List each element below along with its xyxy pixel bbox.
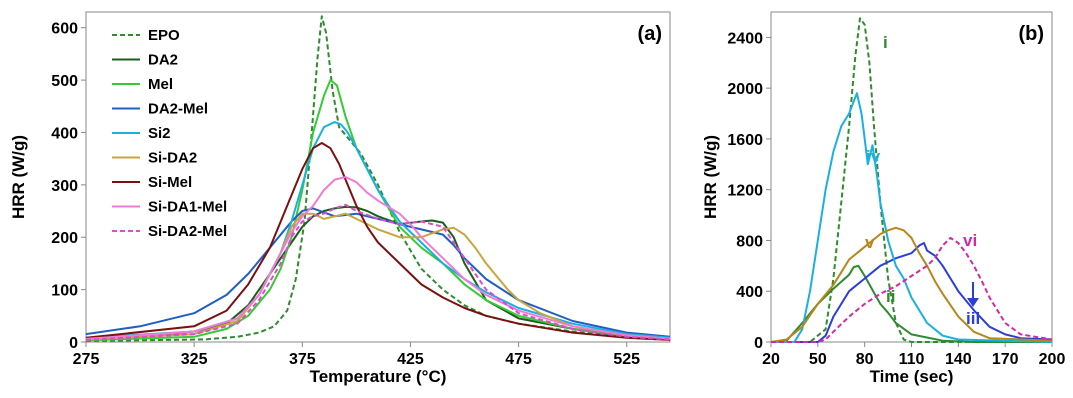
x-axis-label: Temperature (°C) [310,367,447,386]
annotation-arrow-head [967,298,979,307]
annotation-v: v [865,233,875,252]
panel-label: (b) [1018,23,1044,45]
series-line-si-mel [85,142,671,341]
series-line-iv [771,92,1053,343]
panel-a-temperature-chart: 0 100 200 300 400 500 600 275 325 375 425 475 525 Tem… [9,11,671,386]
x-tick-label: 525 [613,351,640,368]
y-tick-label: 1200 [727,183,763,200]
y-tick-label: 2400 [727,30,763,47]
y-tick-label: 600 [51,21,78,38]
x-tick-label: 275 [73,351,100,368]
x-tick-label: 140 [945,351,972,368]
series-line-vi [771,236,1053,343]
y-tick-label: 0 [754,335,763,352]
y-tick-label: 100 [51,283,78,300]
y-tick-label: 400 [51,125,78,142]
x-axis-label: Time (sec) [870,367,954,386]
x-tick-label: 200 [1039,351,1066,368]
y-tick-label: 0 [69,335,78,352]
plot-frame [85,11,671,343]
legend-label: Si2 [148,125,171,142]
legend-label: Si-DA2 [148,150,197,167]
series-line-iii [771,242,1053,343]
annotation-ii: ii [886,287,895,306]
y-tick-label: 500 [51,73,78,90]
y-tick-label: 300 [51,178,78,195]
x-tick-label: 80 [856,351,874,368]
y-tick-label: 2000 [727,81,763,98]
y-tick-label: 200 [51,230,78,247]
y-tick-label: 400 [736,284,763,301]
x-tick-label: 170 [992,351,1019,368]
legend-label: Si-DA2-Mel [148,223,227,240]
annotation-vi: vi [963,231,977,250]
legend-label: Si-Mel [148,174,192,191]
legend-label: Mel [148,76,173,93]
annotation-iv: iv [866,147,881,166]
legend-label: DA2 [148,52,178,69]
series-line-si-da1-mel [85,176,671,340]
x-tick-label: 475 [505,351,532,368]
y-axis-label: HRR (W/g) [701,135,720,219]
legend-label: EPO [148,27,180,44]
x-tick-label: 425 [397,351,424,368]
y-tick-label: 800 [736,233,763,250]
panel-label: (a) [638,23,662,45]
x-tick-label: 375 [289,351,316,368]
series-line-i [771,17,1052,343]
series-line-v [770,226,1053,343]
legend-label: Si-DA1-Mel [148,199,227,216]
y-tick-label: 1600 [727,132,763,149]
series-line-da2 [85,205,671,341]
x-tick-label: 20 [762,351,780,368]
y-axis-label: HRR (W/g) [9,135,28,219]
x-tick-label: 110 [899,351,925,368]
legend-label: DA2-Mel [148,101,208,118]
x-tick-label: 50 [809,351,827,368]
annotation-iii: iii [966,309,980,328]
plot-frame [770,11,1053,343]
annotation-i: i [883,33,888,52]
x-tick-label: 325 [181,351,208,368]
panel-b-time-chart: 0 400 800 1200 1600 2000 2400 20 50 80 110 140 170 20… [701,11,1066,386]
series-line-mel [85,79,671,342]
